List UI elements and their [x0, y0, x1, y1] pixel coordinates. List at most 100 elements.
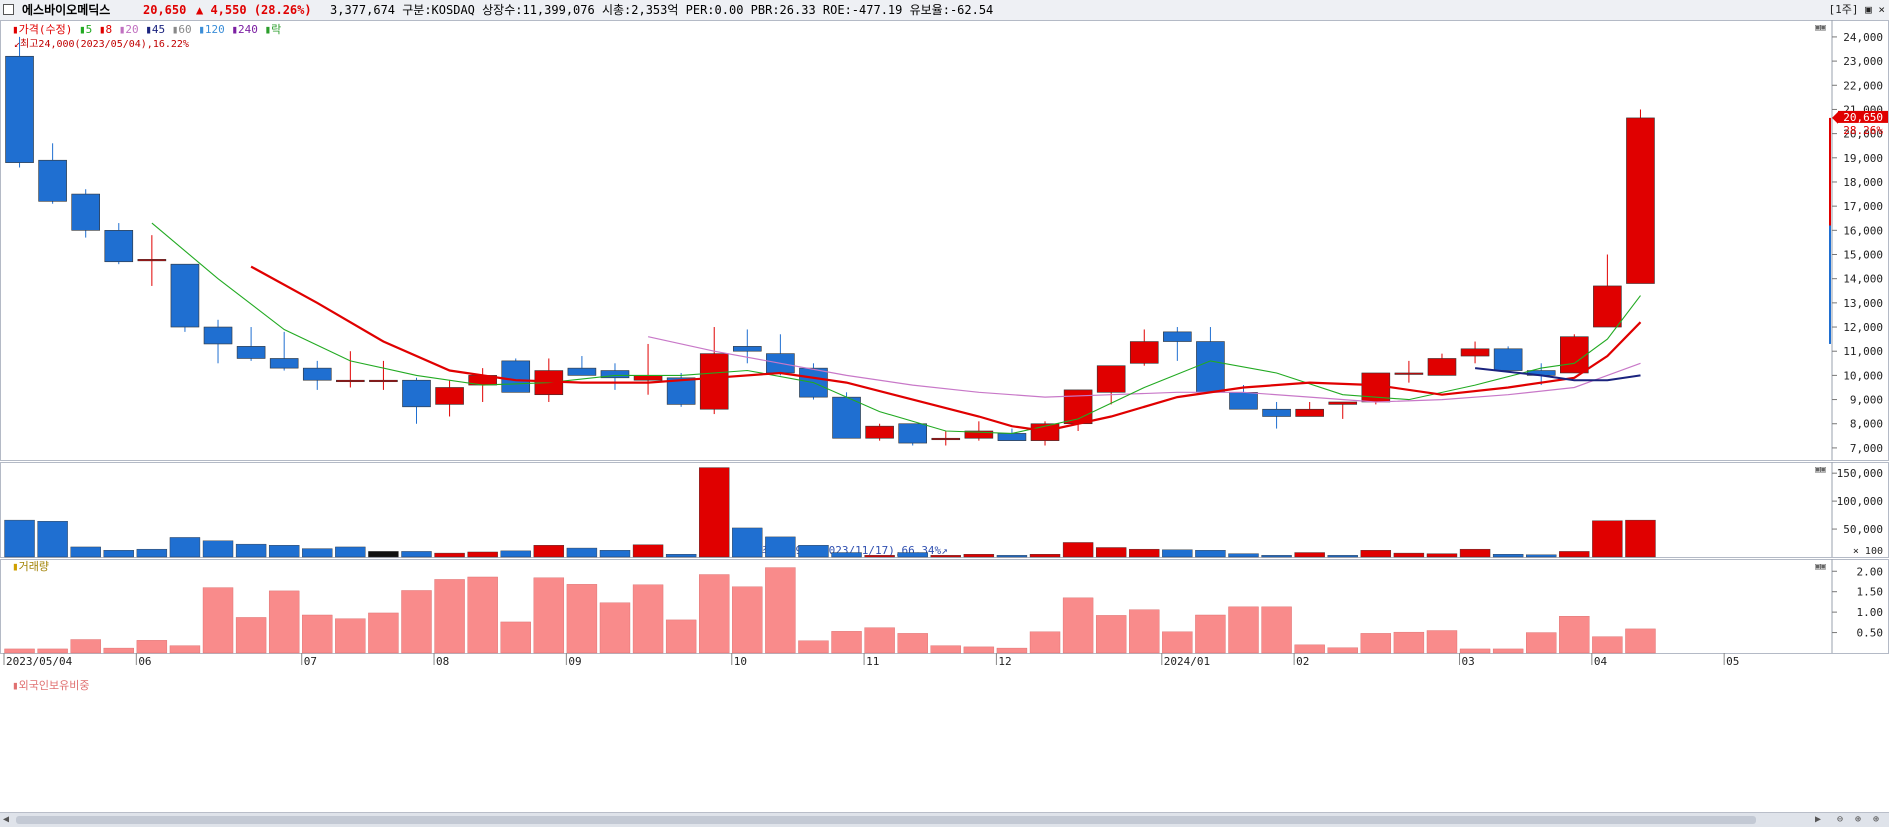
foreign-bar [864, 627, 895, 654]
volume-bar [1195, 550, 1226, 558]
price-tick-label: 18,000 [1843, 176, 1883, 189]
stock-stats: 3,377,674 구분:KOSDAQ 상장수:11,399,076 시총:2,… [330, 3, 994, 17]
volume-bar [302, 548, 333, 558]
price-tick-label: 23,000 [1843, 55, 1883, 68]
select-checkbox[interactable] [3, 4, 14, 15]
foreign-bar [963, 646, 995, 654]
ma-legend-item-20[interactable]: 20 [125, 23, 139, 36]
title-bar: 에스바이오메딕스 20,650 ▲ 4,550 (28.26%) 3,377,6… [0, 0, 1889, 21]
ma45-line [1474, 367, 1641, 382]
foreign-legend-marker: ▮ [12, 679, 19, 692]
ma-legend-item-5[interactable]: 5 [85, 23, 93, 36]
price-legend-label: 가격(수정) [18, 23, 73, 36]
volume-bar [665, 554, 697, 558]
volume-bar [1625, 519, 1656, 558]
period-selector[interactable]: [1주] [1828, 3, 1859, 16]
volume-bar [1062, 542, 1094, 558]
foreign-bar [996, 647, 1028, 654]
zoom-out-icon[interactable]: ⊖ [1836, 814, 1843, 825]
candle-body [5, 55, 34, 163]
volume-label: ▮거래량 [12, 558, 49, 574]
volume-legend-marker: ▮ [12, 560, 19, 573]
price-tick-label: 24,000 [1843, 31, 1883, 44]
legend-suffix-marker: ▮ [264, 23, 272, 36]
candle-body [1129, 341, 1159, 364]
price-tick-label: 19,000 [1843, 152, 1883, 165]
candle-body [1593, 285, 1622, 328]
foreign-bar [599, 602, 631, 654]
candle-body [369, 379, 398, 383]
ma-legend-item-240[interactable]: 240 [237, 23, 258, 36]
foreign-bar [632, 584, 664, 654]
volume-bar [136, 548, 168, 558]
last-price-label: 20,650 [1843, 111, 1883, 124]
candle-body [137, 259, 167, 262]
ma-legend-marker-45: ▮ [145, 23, 152, 36]
foreign-bar [136, 640, 168, 654]
candle-body [1295, 408, 1324, 417]
stock-chart[interactable]: ▣▣ ▣▣ ▣▣ 7,000 8,000 9,000 10,000 11,000 12,000 1… [0, 20, 1889, 812]
foreign-bar [1492, 648, 1524, 654]
volume-bar [996, 555, 1028, 558]
price-tick-label: 7,000 [1850, 442, 1883, 455]
price-tick-label: 9,000 [1850, 394, 1883, 407]
ma-legend-marker-5: ▮ [78, 23, 86, 36]
candle-body [1493, 348, 1523, 371]
price-tick-label: 15,000 [1843, 249, 1883, 262]
price-tick-label: 17,000 [1843, 200, 1883, 213]
restore-icon[interactable]: ▣ [1865, 3, 1872, 16]
close-icon[interactable]: × [1878, 3, 1885, 16]
volume-bar [566, 547, 598, 558]
price-legend: ▮가격(수정) ▮5 ▮8 ▮20 ▮45 ▮60 ▮120 ▮240 ▮락 [12, 21, 281, 37]
candle-body [997, 433, 1027, 441]
zoom-icon[interactable]: ⊕ [1854, 814, 1861, 825]
ma8-line [250, 265, 1642, 433]
price-legend-marker: ▮ [12, 23, 19, 36]
zoom-in-icon[interactable]: ⊕ [1872, 814, 1879, 825]
price-tick-label: 12,000 [1843, 321, 1883, 334]
candle-body [964, 430, 994, 439]
price-tick-label: 14,000 [1843, 273, 1883, 286]
volume-bar [368, 551, 399, 558]
volume-bar [335, 546, 366, 558]
panel-frame-1 [0, 20, 1889, 461]
foreign-bar [37, 648, 68, 654]
volume-tick-label: 100,000 [1837, 495, 1883, 508]
x-tick-label: 12 [998, 655, 1011, 668]
volume-bar [831, 552, 862, 558]
candle-body [931, 437, 961, 441]
horizontal-scrollbar[interactable]: ◀ ▶ ⊖ ⊕ ⊕ [0, 812, 1889, 827]
foreign-bar [1327, 647, 1358, 654]
scroll-thumb[interactable] [16, 816, 1756, 824]
foreign-tick-label: 2.00 [1857, 565, 1884, 578]
candle-body [1163, 331, 1192, 342]
candle-body [865, 425, 894, 439]
x-tick-label: 10 [734, 655, 747, 668]
candle-body [236, 346, 266, 359]
scroll-right-icon[interactable]: ▶ [1814, 814, 1821, 825]
volume-bar [533, 545, 565, 558]
panel-controls-icon: ▣▣ [1815, 465, 1826, 475]
ma-legend-item-8[interactable]: 8 [105, 23, 113, 36]
volume-bar [1327, 555, 1358, 558]
candle-body [699, 353, 729, 410]
volume-tick-label: 50,000 [1843, 523, 1883, 536]
foreign-bar [401, 590, 432, 654]
foreign-bar [897, 633, 928, 654]
volume-bar [1592, 520, 1623, 558]
volume-bar [434, 552, 465, 558]
ma-legend-item-120[interactable]: 120 [204, 23, 225, 36]
ma-legend-item-60[interactable]: 60 [178, 23, 192, 36]
foreign-bar [732, 586, 763, 654]
x-tick-label: 03 [1462, 655, 1475, 668]
price-tick-label: 22,000 [1843, 79, 1883, 92]
candle-body [269, 358, 299, 369]
volume-bar [1393, 552, 1425, 558]
candle-body [732, 346, 762, 352]
candle-body [898, 423, 928, 444]
scroll-left-icon[interactable]: ◀ [3, 814, 10, 825]
volume-bar [963, 554, 995, 558]
volume-bar [37, 521, 68, 558]
panel-controls-icon: ▣▣ [1815, 562, 1826, 572]
ma-legend-item-45[interactable]: 45 [151, 23, 166, 36]
